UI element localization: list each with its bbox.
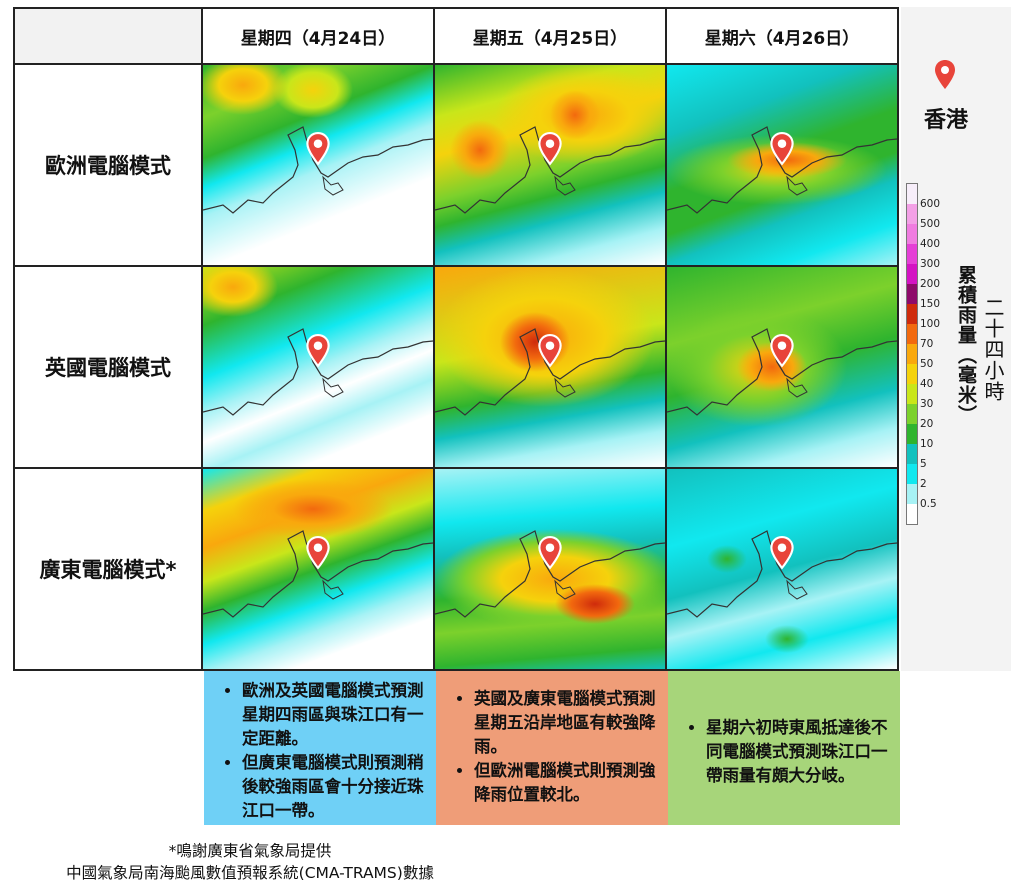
tick: 10 — [920, 438, 934, 450]
hong-kong-pin-icon — [538, 536, 562, 570]
day-header-sat: 星期六（4月26日） — [665, 7, 899, 65]
map-ec-fri — [433, 63, 667, 267]
map-uk-fri — [433, 265, 667, 469]
map-gd-fri — [433, 467, 667, 671]
coastline-outline — [667, 328, 897, 416]
tick: 600 — [920, 198, 941, 210]
map-uk-sat — [665, 265, 899, 469]
tick: 300 — [920, 258, 941, 270]
tick: 500 — [920, 218, 941, 230]
footnote-line-1: *鳴謝廣東省氣象局提供 — [168, 842, 332, 860]
note-friday: 英國及廣東電腦模式預測星期五沿岸地區有較強降雨。 但歐洲電腦模式則預測強降雨位置… — [436, 671, 668, 825]
coastline-outline — [203, 530, 433, 618]
hong-kong-pin-icon — [538, 334, 562, 368]
map-gd-thu — [201, 467, 435, 671]
hong-kong-pin-icon — [306, 334, 330, 368]
colorbar-subtitle: 二十四小時 — [981, 297, 1005, 402]
tick: 100 — [920, 318, 941, 330]
corner-cell — [13, 7, 203, 65]
tick: 30 — [920, 398, 934, 410]
tick: 2 — [920, 478, 927, 490]
hong-kong-pin-icon — [538, 132, 562, 166]
model-label-guangdong: 廣東電腦模式* — [13, 467, 203, 671]
tick: 70 — [920, 338, 934, 350]
hong-kong-label: 香港 — [923, 108, 968, 133]
coastline-outline — [203, 126, 433, 214]
coastline-outline — [203, 328, 433, 416]
note-bullet: 歐洲及英國電腦模式預測星期四雨區與珠江口有一定距離。 — [242, 679, 426, 751]
note-bullet: 但歐洲電腦模式則預測強降雨位置較北。 — [474, 759, 658, 807]
tick: 40 — [920, 378, 934, 390]
footnote-line-2: 中國氣象局南海颱風數值預報系統(CMA-TRAMS)數據 — [66, 864, 434, 882]
rainfall-colorbar — [906, 183, 918, 525]
note-bullet: 星期六初時東風抵達後不同電腦模式預測珠江口一帶雨量有頗大分岐。 — [706, 716, 890, 788]
coastline-outline — [435, 126, 665, 214]
hong-kong-pin-icon — [306, 132, 330, 166]
map-uk-thu — [201, 265, 435, 469]
note-bullet: 但廣東電腦模式則預測稍後較強雨區會十分接近珠江口一帶。 — [242, 751, 426, 823]
coastline-outline — [667, 530, 897, 618]
model-label-ecmwf: 歐洲電腦模式 — [13, 63, 203, 267]
coastline-outline — [435, 328, 665, 416]
model-comparison-grid: 星期四（4月24日） 星期五（4月25日） 星期六（4月26日） 歐洲電腦模式 … — [13, 7, 899, 671]
note-bullet: 英國及廣東電腦模式預測星期五沿岸地區有較強降雨。 — [474, 687, 658, 759]
day-header-fri: 星期五（4月25日） — [433, 7, 667, 65]
colorbar-ticks: 600 500 400 300 200 150 100 70 50 40 30 … — [920, 194, 940, 514]
note-thursday: 歐洲及英國電腦模式預測星期四雨區與珠江口有一定距離。 但廣東電腦模式則預測稍後較… — [204, 671, 436, 825]
day-header-thu: 星期四（4月24日） — [201, 7, 435, 65]
hong-kong-pin-icon — [770, 334, 794, 368]
tick: 150 — [920, 298, 941, 310]
map-ec-thu — [201, 63, 435, 267]
tick: 200 — [920, 278, 941, 290]
note-saturday: 星期六初時東風抵達後不同電腦模式預測珠江口一帶雨量有頗大分岐。 — [668, 671, 900, 825]
hong-kong-pin-icon — [770, 132, 794, 166]
hong-kong-pin-icon — [770, 536, 794, 570]
notes-row: 歐洲及英國電腦模式預測星期四雨區與珠江口有一定距離。 但廣東電腦模式則預測稍後較… — [204, 671, 900, 825]
tick: 5 — [920, 458, 927, 470]
tick: 20 — [920, 418, 934, 430]
colorbar-title: 累積雨量（毫米） — [955, 265, 977, 425]
footnote: *鳴謝廣東省氣象局提供 中國氣象局南海颱風數值預報系統(CMA-TRAMS)數據 — [0, 840, 500, 884]
coastline-outline — [667, 126, 897, 214]
hong-kong-pin-icon — [306, 536, 330, 570]
map-gd-sat — [665, 467, 899, 671]
map-ec-sat — [665, 63, 899, 267]
tick: 400 — [920, 238, 941, 250]
legend-panel: 香港 600 500 400 300 200 150 100 70 50 40 … — [901, 7, 1011, 671]
tick: 0.5 — [920, 498, 937, 510]
coastline-outline — [435, 530, 665, 618]
location-pin-icon — [935, 60, 955, 89]
tick: 50 — [920, 358, 934, 370]
model-label-ukmo: 英國電腦模式 — [13, 265, 203, 469]
